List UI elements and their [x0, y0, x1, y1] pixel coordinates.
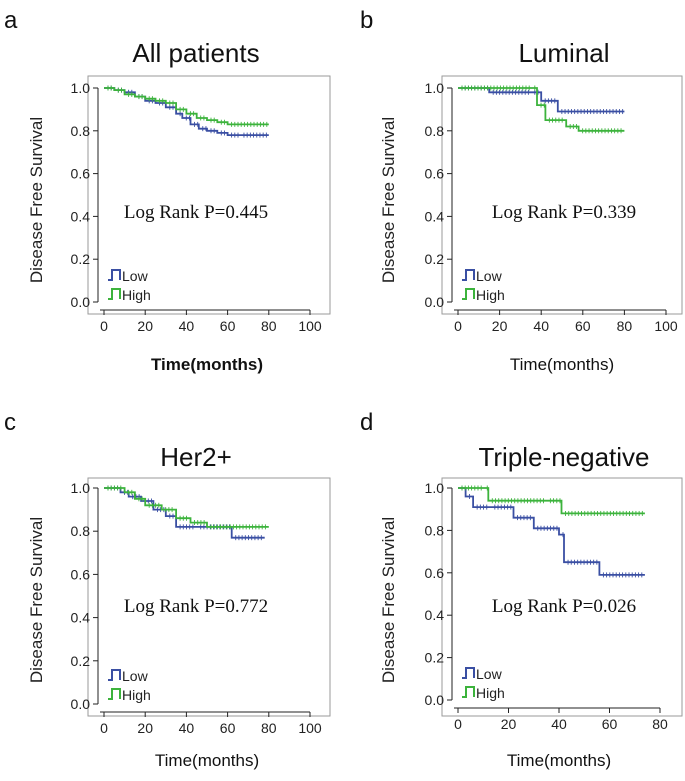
panel-letter: a — [4, 7, 18, 34]
x-tick-label: 80 — [617, 318, 633, 334]
y-tick-label: 0.8 — [71, 123, 91, 139]
x-tick-label: 20 — [137, 720, 153, 736]
y-tick-label: 0.0 — [71, 696, 91, 712]
panel-letter: c — [4, 409, 16, 436]
survival-curve-low — [458, 487, 645, 576]
x-tick-label: 40 — [551, 716, 567, 732]
log-rank-annotation: Log Rank P=0.445 — [124, 202, 268, 223]
log-rank-annotation: Log Rank P=0.772 — [124, 596, 268, 617]
legend-swatch-low — [462, 269, 475, 281]
y-tick-label: 1.0 — [425, 80, 445, 96]
plot-frame — [87, 75, 331, 315]
legend-swatch-high — [108, 288, 121, 300]
y-tick-label: 0.0 — [425, 294, 445, 310]
x-tick-label: 80 — [261, 720, 277, 736]
x-tick-label: 0 — [100, 720, 108, 736]
y-tick-label: 0.2 — [71, 653, 91, 669]
survival-curve-low — [458, 87, 625, 113]
panel-letter: d — [360, 409, 373, 436]
x-tick-label: 80 — [652, 716, 668, 732]
legend-label-low: Low — [122, 268, 149, 284]
y-tick-label: 0.2 — [425, 650, 445, 666]
survival-curve-high — [104, 487, 269, 528]
y-tick-label: 0.8 — [425, 522, 445, 538]
x-tick-label: 40 — [179, 720, 195, 736]
x-tick-label: 60 — [602, 716, 618, 732]
legend-label-low: Low — [476, 666, 503, 682]
plot-frame — [87, 477, 331, 717]
survival-curve-high — [458, 487, 645, 515]
panel-a: a All patients 0 20 40 60 80 100 0.0 0.2 0.4 0.6 0.8… — [4, 7, 331, 374]
x-tick-label: 20 — [501, 716, 517, 732]
survival-curve-low — [104, 487, 265, 539]
survival-curve-high — [104, 87, 269, 126]
x-tick-label: 0 — [100, 318, 108, 334]
y-axis-label: Disease Free Survival — [379, 117, 398, 283]
legend-label-low: Low — [122, 668, 149, 684]
legend-swatch-high — [462, 288, 475, 300]
x-tick-label: 20 — [137, 318, 153, 334]
legend-swatch-high — [108, 688, 121, 700]
legend-swatch-high — [462, 686, 475, 698]
x-tick-label: 100 — [298, 318, 322, 334]
y-tick-label: 1.0 — [425, 480, 445, 496]
y-tick-label: 0.2 — [71, 251, 91, 267]
y-tick-label: 1.0 — [71, 480, 91, 496]
y-tick-label: 0.6 — [425, 166, 445, 182]
x-axis-label: Time(months) — [151, 355, 263, 374]
plot-frame — [441, 477, 683, 717]
chart-title: Luminal — [518, 38, 609, 68]
y-tick-label: 0.4 — [71, 610, 91, 626]
legend-label-high: High — [122, 287, 151, 303]
x-tick-label: 0 — [454, 318, 462, 334]
y-tick-label: 0.6 — [71, 566, 91, 582]
legend-swatch-low — [462, 667, 475, 679]
x-axis-label: Time(months) — [155, 751, 259, 770]
log-rank-annotation: Log Rank P=0.026 — [492, 596, 636, 617]
y-tick-label: 0.8 — [71, 523, 91, 539]
x-tick-label: 40 — [179, 318, 195, 334]
y-tick-label: 0.0 — [425, 692, 445, 708]
legend-swatch-low — [108, 669, 121, 681]
y-axis-label: Disease Free Survival — [379, 517, 398, 683]
x-tick-label: 100 — [298, 720, 322, 736]
legend-swatch-low — [108, 269, 121, 281]
y-axis-label: Disease Free Survival — [27, 117, 46, 283]
y-axis-label: Disease Free Survival — [27, 517, 46, 683]
x-tick-label: 100 — [654, 318, 678, 334]
x-tick-label: 0 — [454, 716, 462, 732]
chart-title: All patients — [132, 38, 259, 68]
panel-d: d Triple-negative 0 20 40 60 80 0.0 0.2 0.4 0.6 0.8… — [360, 409, 683, 770]
x-tick-label: 60 — [575, 318, 591, 334]
y-tick-label: 0.6 — [71, 166, 91, 182]
x-tick-label: 80 — [261, 318, 277, 334]
x-axis-label: Time(months) — [510, 355, 614, 374]
chart-title: Her2+ — [160, 442, 232, 472]
y-tick-label: 0.4 — [71, 208, 91, 224]
y-tick-label: 1.0 — [71, 80, 91, 96]
legend-label-high: High — [122, 687, 151, 703]
x-tick-label: 40 — [533, 318, 549, 334]
panel-letter: b — [360, 7, 373, 34]
x-tick-label: 60 — [220, 318, 236, 334]
legend-label-low: Low — [476, 268, 503, 284]
y-tick-label: 0.4 — [425, 607, 445, 623]
legend-label-high: High — [476, 287, 505, 303]
panel-c: c Her2+ 0 20 40 60 80 100 0.0 0.2 0.4 0.6 0.8 1.0 Dise… — [4, 409, 331, 770]
panel-b: b Luminal 0 20 40 60 80 100 0.0 0.2 0.4 0.6 0.8 1.0 Di… — [360, 7, 683, 374]
y-tick-label: 0.4 — [425, 208, 445, 224]
y-tick-label: 0.2 — [425, 251, 445, 267]
legend-label-high: High — [476, 685, 505, 701]
x-axis-label: Time(months) — [507, 751, 611, 770]
y-tick-label: 0.6 — [425, 565, 445, 581]
x-tick-label: 20 — [492, 318, 508, 334]
log-rank-annotation: Log Rank P=0.339 — [492, 202, 636, 223]
y-tick-label: 0.8 — [425, 123, 445, 139]
x-tick-label: 60 — [220, 720, 236, 736]
plot-frame — [441, 75, 683, 315]
y-tick-label: 0.0 — [71, 294, 91, 310]
chart-title: Triple-negative — [478, 442, 649, 472]
